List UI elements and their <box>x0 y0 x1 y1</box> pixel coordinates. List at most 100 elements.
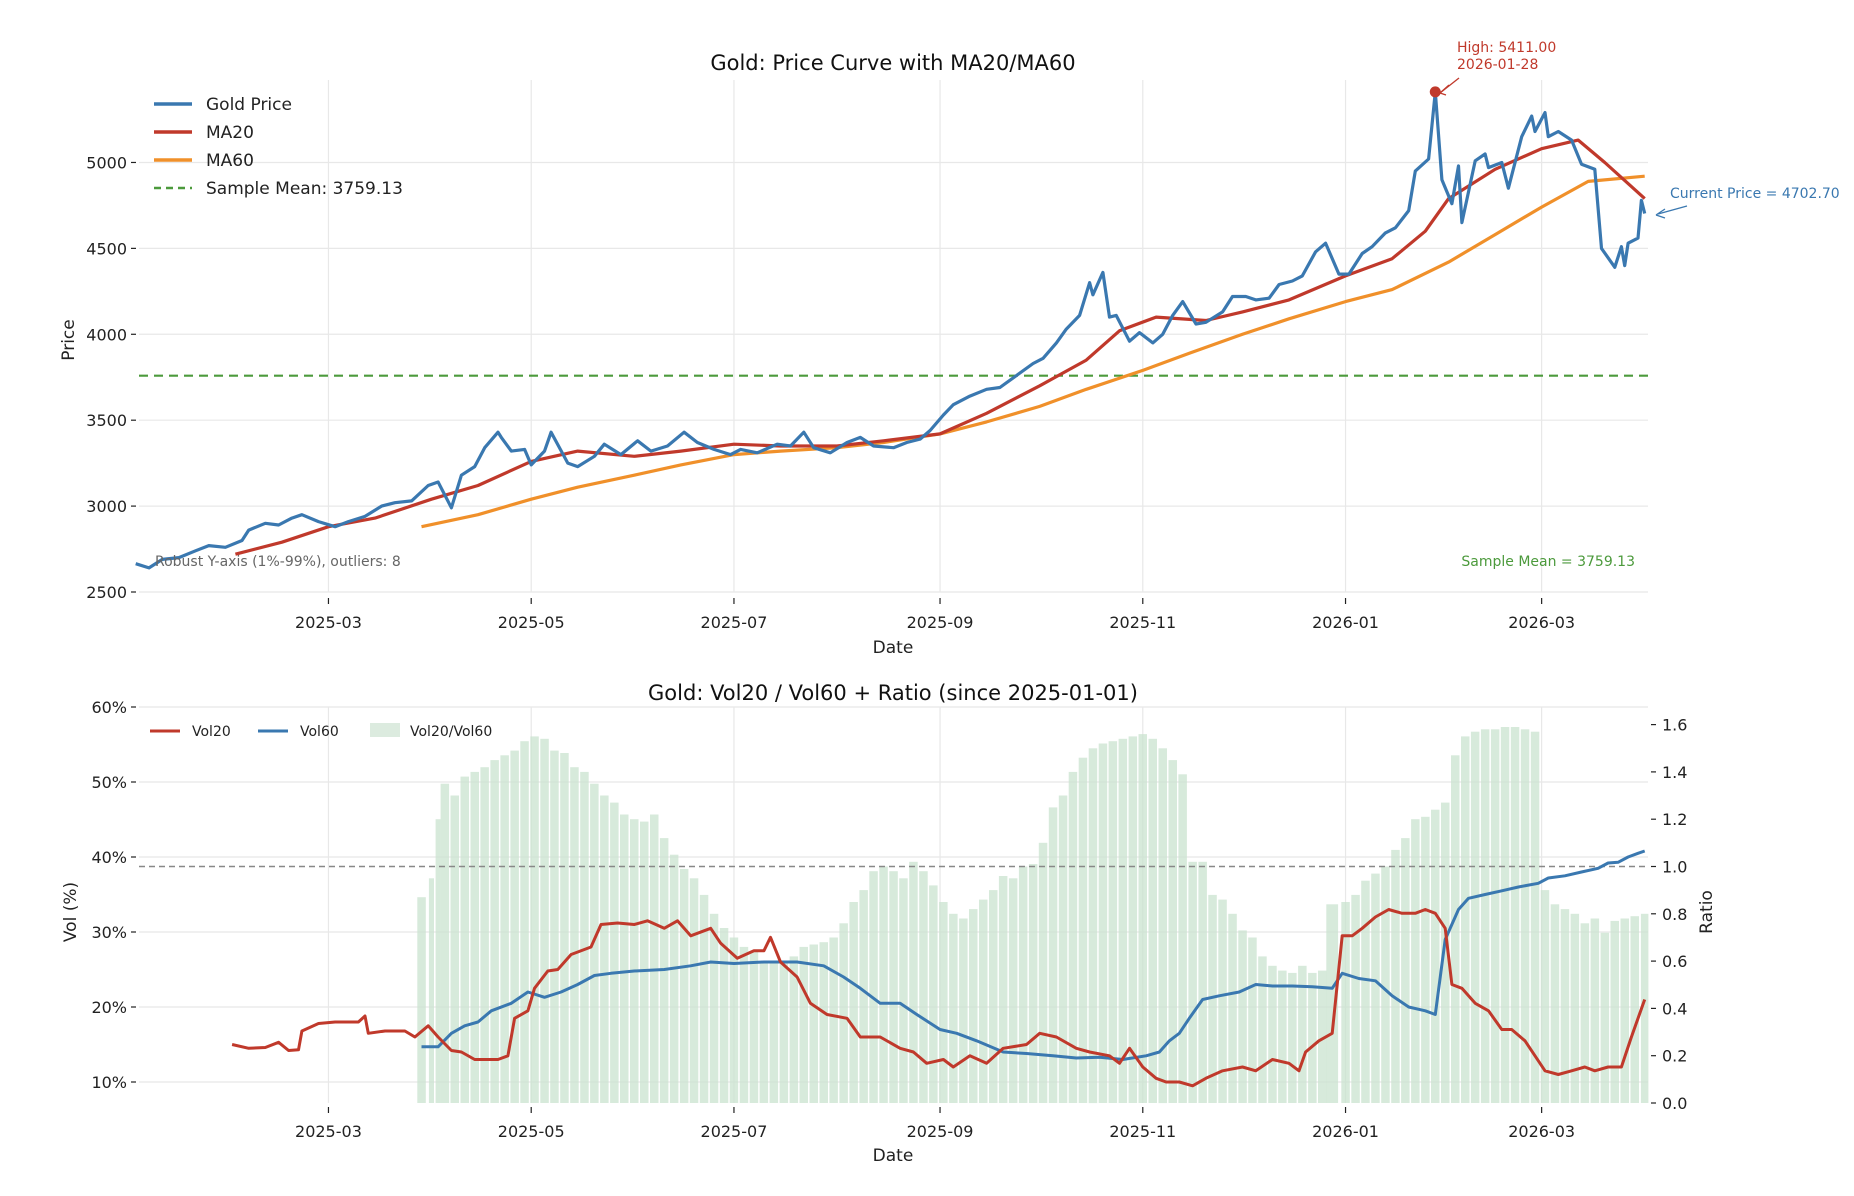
ratio-bar <box>1158 748 1167 1104</box>
vol-xtick-label: 2025-09 <box>907 1122 974 1141</box>
ratio-bar <box>989 890 998 1103</box>
ratio-bar <box>470 771 479 1103</box>
ratio-bar <box>1371 873 1380 1103</box>
ratio-ytick-label: 0.6 <box>1662 952 1687 971</box>
ratio-bar <box>1530 731 1540 1103</box>
high-annotation-date: 2026-01-28 <box>1457 57 1538 73</box>
ratio-bar <box>1088 748 1098 1104</box>
ratio-bar <box>799 946 808 1103</box>
ratio-bar <box>1361 880 1370 1103</box>
vol-xtick-label: 2026-03 <box>1508 1122 1575 1141</box>
ratio-bar <box>669 854 679 1103</box>
gold-price-line <box>135 90 1647 570</box>
ratio-bar <box>570 767 579 1103</box>
current-price-arrow <box>1657 205 1688 215</box>
ratio-bar <box>1298 965 1307 1103</box>
high-annotation-arrowhead <box>1439 84 1450 96</box>
price-axes: 2500 3000 3500 4000 4500 5000 2025-03 2025-05 20… <box>86 153 1575 632</box>
ratio-bar <box>640 821 649 1103</box>
ratio-bar <box>1318 970 1327 1103</box>
ratio-bar <box>540 738 549 1103</box>
ratio-bar <box>859 890 868 1103</box>
ratio-bar <box>428 878 434 1103</box>
ratio-bar <box>699 894 709 1103</box>
current-price-arrowhead <box>1655 208 1666 219</box>
ratio-bar <box>1411 819 1420 1103</box>
price-xtick-label: 2025-07 <box>701 613 768 632</box>
price-xtick-label: 2025-09 <box>907 613 974 632</box>
ratio-bar <box>1490 729 1500 1103</box>
vol-legend: Vol20 Vol60 Vol20/Vol60 <box>150 723 492 740</box>
price-legend: Gold Price MA20 MA60 Sample Mean: 3759.1… <box>154 95 403 199</box>
ratio-bar <box>739 946 749 1103</box>
ratio-bar <box>949 913 958 1103</box>
ratio-bar <box>1288 972 1297 1103</box>
ratio-bar <box>630 819 639 1103</box>
vol-xtick-label: 2025-07 <box>701 1122 768 1141</box>
vol-x-axis-label: Date <box>873 1146 914 1166</box>
robust-axis-note: Robust Y-axis (1%-99%), outliers: 8 <box>155 554 401 570</box>
ratio-ytick-label: 1.6 <box>1662 716 1687 735</box>
ratio-bar <box>1138 734 1147 1103</box>
ratio-ytick-label: 0.8 <box>1662 905 1687 924</box>
ratio-bar <box>849 902 858 1103</box>
ratio-bar <box>709 913 719 1103</box>
ratio-bar <box>809 944 818 1103</box>
ratio-ytick-label: 0.4 <box>1662 999 1687 1018</box>
price-xtick-label: 2026-01 <box>1312 613 1379 632</box>
vol-ytick-label: 40% <box>91 848 127 867</box>
ratio-bar <box>819 942 828 1103</box>
vol-ytick-label: 30% <box>91 923 127 942</box>
ratio-bar <box>610 802 619 1103</box>
ratio-bar <box>1018 866 1028 1103</box>
ratio-bar <box>1168 760 1177 1103</box>
ratio-bar <box>1391 849 1400 1103</box>
ratio-bar <box>939 902 948 1103</box>
ratio-ytick-label: 1.4 <box>1662 763 1687 782</box>
price-xtick-label: 2025-05 <box>498 613 565 632</box>
ratio-bar <box>580 771 589 1103</box>
ratio-bar <box>889 871 898 1103</box>
ratio-bar <box>1178 774 1187 1103</box>
ratio-bar <box>679 868 689 1103</box>
ratio-bar <box>1610 920 1619 1103</box>
price-chart-title: Gold: Price Curve with MA20/MA60 <box>710 51 1075 75</box>
ratio-bar <box>909 861 918 1103</box>
ratio-bar <box>600 795 609 1103</box>
legend-label-ma60: MA60 <box>206 151 254 171</box>
ratio-bar <box>435 819 441 1103</box>
ratio-bar <box>1228 913 1237 1103</box>
ratio-bar <box>1118 738 1128 1103</box>
ratio-bar <box>1351 894 1360 1103</box>
ratio-ytick-label: 1.0 <box>1662 858 1687 877</box>
legend-label-sample-mean: Sample Mean: 3759.13 <box>206 179 403 199</box>
legend-label-ratio: Vol20/Vol60 <box>410 724 492 740</box>
ratio-bar <box>1008 878 1018 1103</box>
ma60-line <box>421 174 1645 529</box>
ratio-bar <box>1441 802 1450 1103</box>
ratio-bar <box>1500 727 1510 1103</box>
ratio-bar <box>450 795 459 1103</box>
ratio-bar <box>460 776 469 1103</box>
ratio-bar <box>1108 741 1118 1103</box>
ratio-bar <box>869 871 878 1103</box>
vol-xtick-label: 2026-01 <box>1312 1122 1379 1141</box>
ratio-bar <box>417 897 426 1103</box>
ratio-bar <box>520 741 529 1103</box>
high-annotation-value: High: 5411.00 <box>1457 40 1556 56</box>
price-ytick-label: 3500 <box>86 411 127 430</box>
price-series <box>135 86 1648 570</box>
ratio-ytick-label: 1.2 <box>1662 810 1687 829</box>
ratio-bar <box>1058 795 1068 1103</box>
legend-label-vol60: Vol60 <box>300 724 339 740</box>
ratio-bar <box>1038 842 1048 1103</box>
sample-mean-annotation: Sample Mean = 3759.13 <box>1461 554 1635 570</box>
ratio-bar <box>590 783 599 1103</box>
ratio-bars <box>417 727 1649 1104</box>
ratio-bar <box>1540 890 1550 1103</box>
ratio-bar <box>879 866 888 1103</box>
ratio-bar <box>1238 930 1247 1103</box>
ratio-bar <box>969 909 978 1103</box>
ratio-bar <box>560 753 569 1103</box>
price-ytick-label: 4500 <box>86 239 127 258</box>
